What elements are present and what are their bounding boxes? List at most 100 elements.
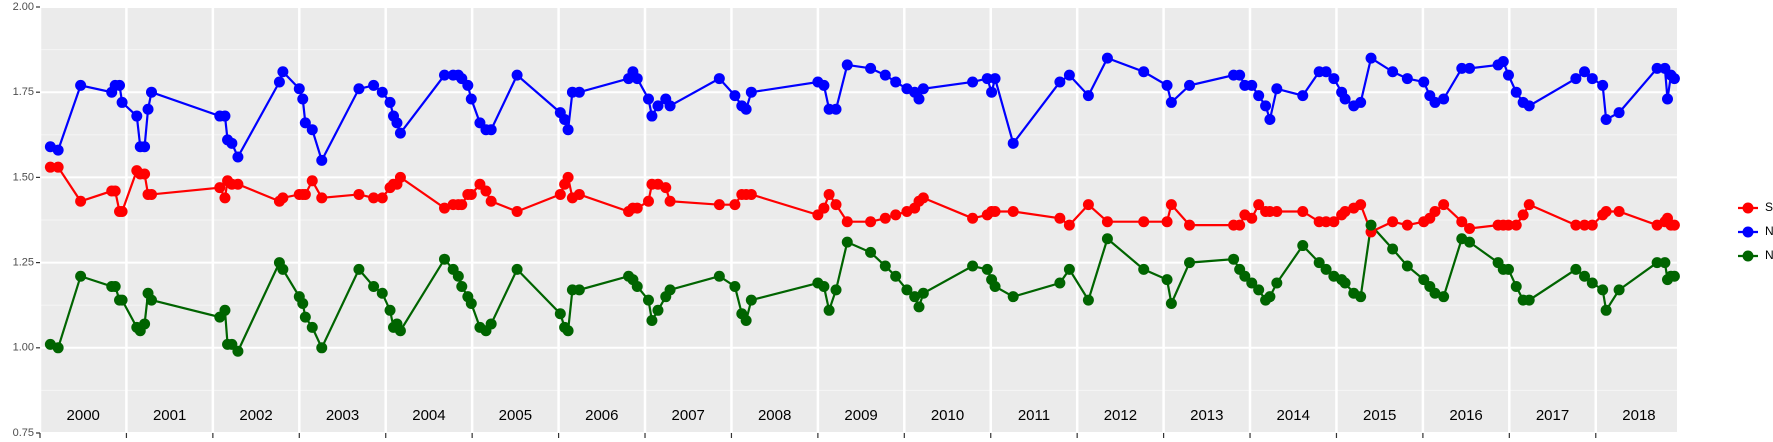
data-point: [368, 280, 380, 292]
data-point: [631, 280, 643, 292]
data-point: [52, 144, 64, 156]
year-label: 2011: [1018, 407, 1050, 424]
data-point: [1613, 205, 1625, 217]
data-point: [865, 216, 877, 228]
data-point: [823, 304, 835, 316]
data-point: [511, 263, 523, 275]
data-point: [116, 96, 128, 108]
data-point: [116, 294, 128, 306]
data-point: [456, 199, 468, 211]
data-point: [1586, 73, 1598, 85]
data-point: [232, 151, 244, 163]
data-point: [554, 308, 566, 320]
data-point: [438, 69, 450, 81]
data-point: [646, 110, 658, 122]
y-tick-label: 1.50: [13, 171, 34, 183]
data-point: [1579, 66, 1591, 78]
data-point: [1613, 107, 1625, 119]
data-point: [1339, 205, 1351, 217]
data-point: [1082, 294, 1094, 306]
y-tick-label: 1.00: [13, 342, 34, 354]
data-point: [879, 260, 891, 272]
data-point: [554, 188, 566, 200]
data-point: [967, 212, 979, 224]
data-point: [1297, 205, 1309, 217]
data-point: [631, 202, 643, 214]
data-point: [1264, 291, 1276, 303]
year-label: 2003: [326, 407, 359, 424]
data-point: [462, 79, 474, 91]
data-point: [1328, 73, 1340, 85]
data-point: [1007, 205, 1019, 217]
legend-key: [1742, 226, 1754, 238]
data-point: [631, 73, 643, 85]
data-point: [114, 79, 126, 91]
data-point: [913, 93, 925, 105]
data-point: [818, 280, 830, 292]
year-label: 2010: [931, 407, 964, 424]
data-point: [642, 195, 654, 207]
data-point: [823, 188, 835, 200]
data-point: [376, 192, 388, 204]
data-point: [865, 246, 877, 258]
data-point: [1246, 79, 1258, 91]
data-point: [485, 124, 497, 136]
data-point: [573, 86, 585, 98]
data-point: [729, 90, 741, 102]
data-point: [1510, 219, 1522, 231]
data-point: [713, 73, 725, 85]
data-point: [438, 202, 450, 214]
data-point: [44, 161, 56, 173]
data-point: [642, 294, 654, 306]
data-point: [1597, 284, 1609, 296]
data-point: [1661, 93, 1673, 105]
data-point: [1456, 62, 1468, 74]
data-point: [981, 73, 993, 85]
year-label: 2016: [1449, 407, 1482, 424]
data-point: [52, 161, 64, 173]
data-point: [75, 79, 87, 91]
data-point: [1063, 69, 1075, 81]
data-point: [1054, 76, 1066, 88]
year-label: 2012: [1104, 407, 1137, 424]
data-point: [1418, 76, 1430, 88]
data-point: [465, 188, 477, 200]
year-label: 2002: [239, 407, 272, 424]
data-point: [1668, 73, 1680, 85]
data-point: [1101, 216, 1113, 228]
data-point: [1464, 62, 1476, 74]
data-point: [1497, 56, 1509, 68]
data-point: [917, 287, 929, 299]
data-point: [562, 124, 574, 136]
y-tick-label: 1.75: [13, 86, 34, 98]
data-point: [1260, 100, 1272, 112]
data-point: [1570, 219, 1582, 231]
data-point: [1523, 199, 1535, 211]
data-point: [456, 280, 468, 292]
data-point: [818, 202, 830, 214]
data-point: [1464, 236, 1476, 248]
data-point: [145, 294, 157, 306]
data-point: [1271, 205, 1283, 217]
data-point: [1184, 79, 1196, 91]
data-point: [652, 304, 664, 316]
data-point: [989, 280, 1001, 292]
data-point: [75, 270, 87, 282]
data-point: [1320, 66, 1332, 78]
data-point: [1523, 100, 1535, 112]
data-point: [559, 113, 571, 125]
legend-label: NDWI: [1765, 248, 1773, 262]
data-point: [1401, 219, 1413, 231]
data-point: [1651, 62, 1663, 74]
data-point: [316, 154, 328, 166]
data-point: [989, 73, 1001, 85]
year-label: 2017: [1536, 407, 1569, 424]
data-point: [1313, 257, 1325, 269]
data-point: [299, 117, 311, 129]
data-point: [219, 110, 231, 122]
data-point: [1234, 69, 1246, 81]
data-point: [989, 205, 1001, 217]
data-point: [1456, 216, 1468, 228]
data-point: [1228, 253, 1240, 265]
